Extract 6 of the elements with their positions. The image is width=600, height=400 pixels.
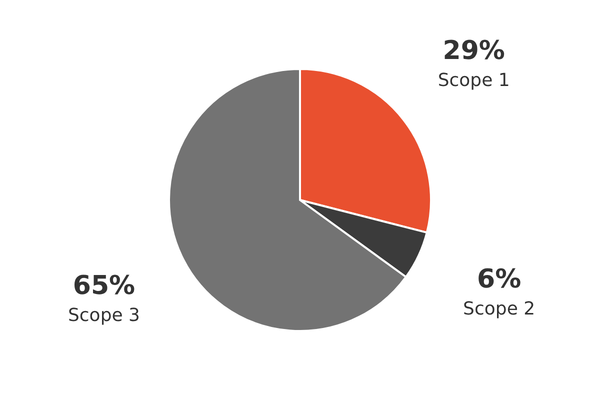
- slice-label: Scope 3: [68, 304, 140, 326]
- slice-label: Scope 2: [463, 298, 536, 320]
- data-label: 29%: [442, 36, 505, 66]
- slice-label: Scope 1: [438, 70, 510, 92]
- data-label: 65%: [72, 270, 136, 301]
- data-label: 6%: [476, 264, 522, 295]
